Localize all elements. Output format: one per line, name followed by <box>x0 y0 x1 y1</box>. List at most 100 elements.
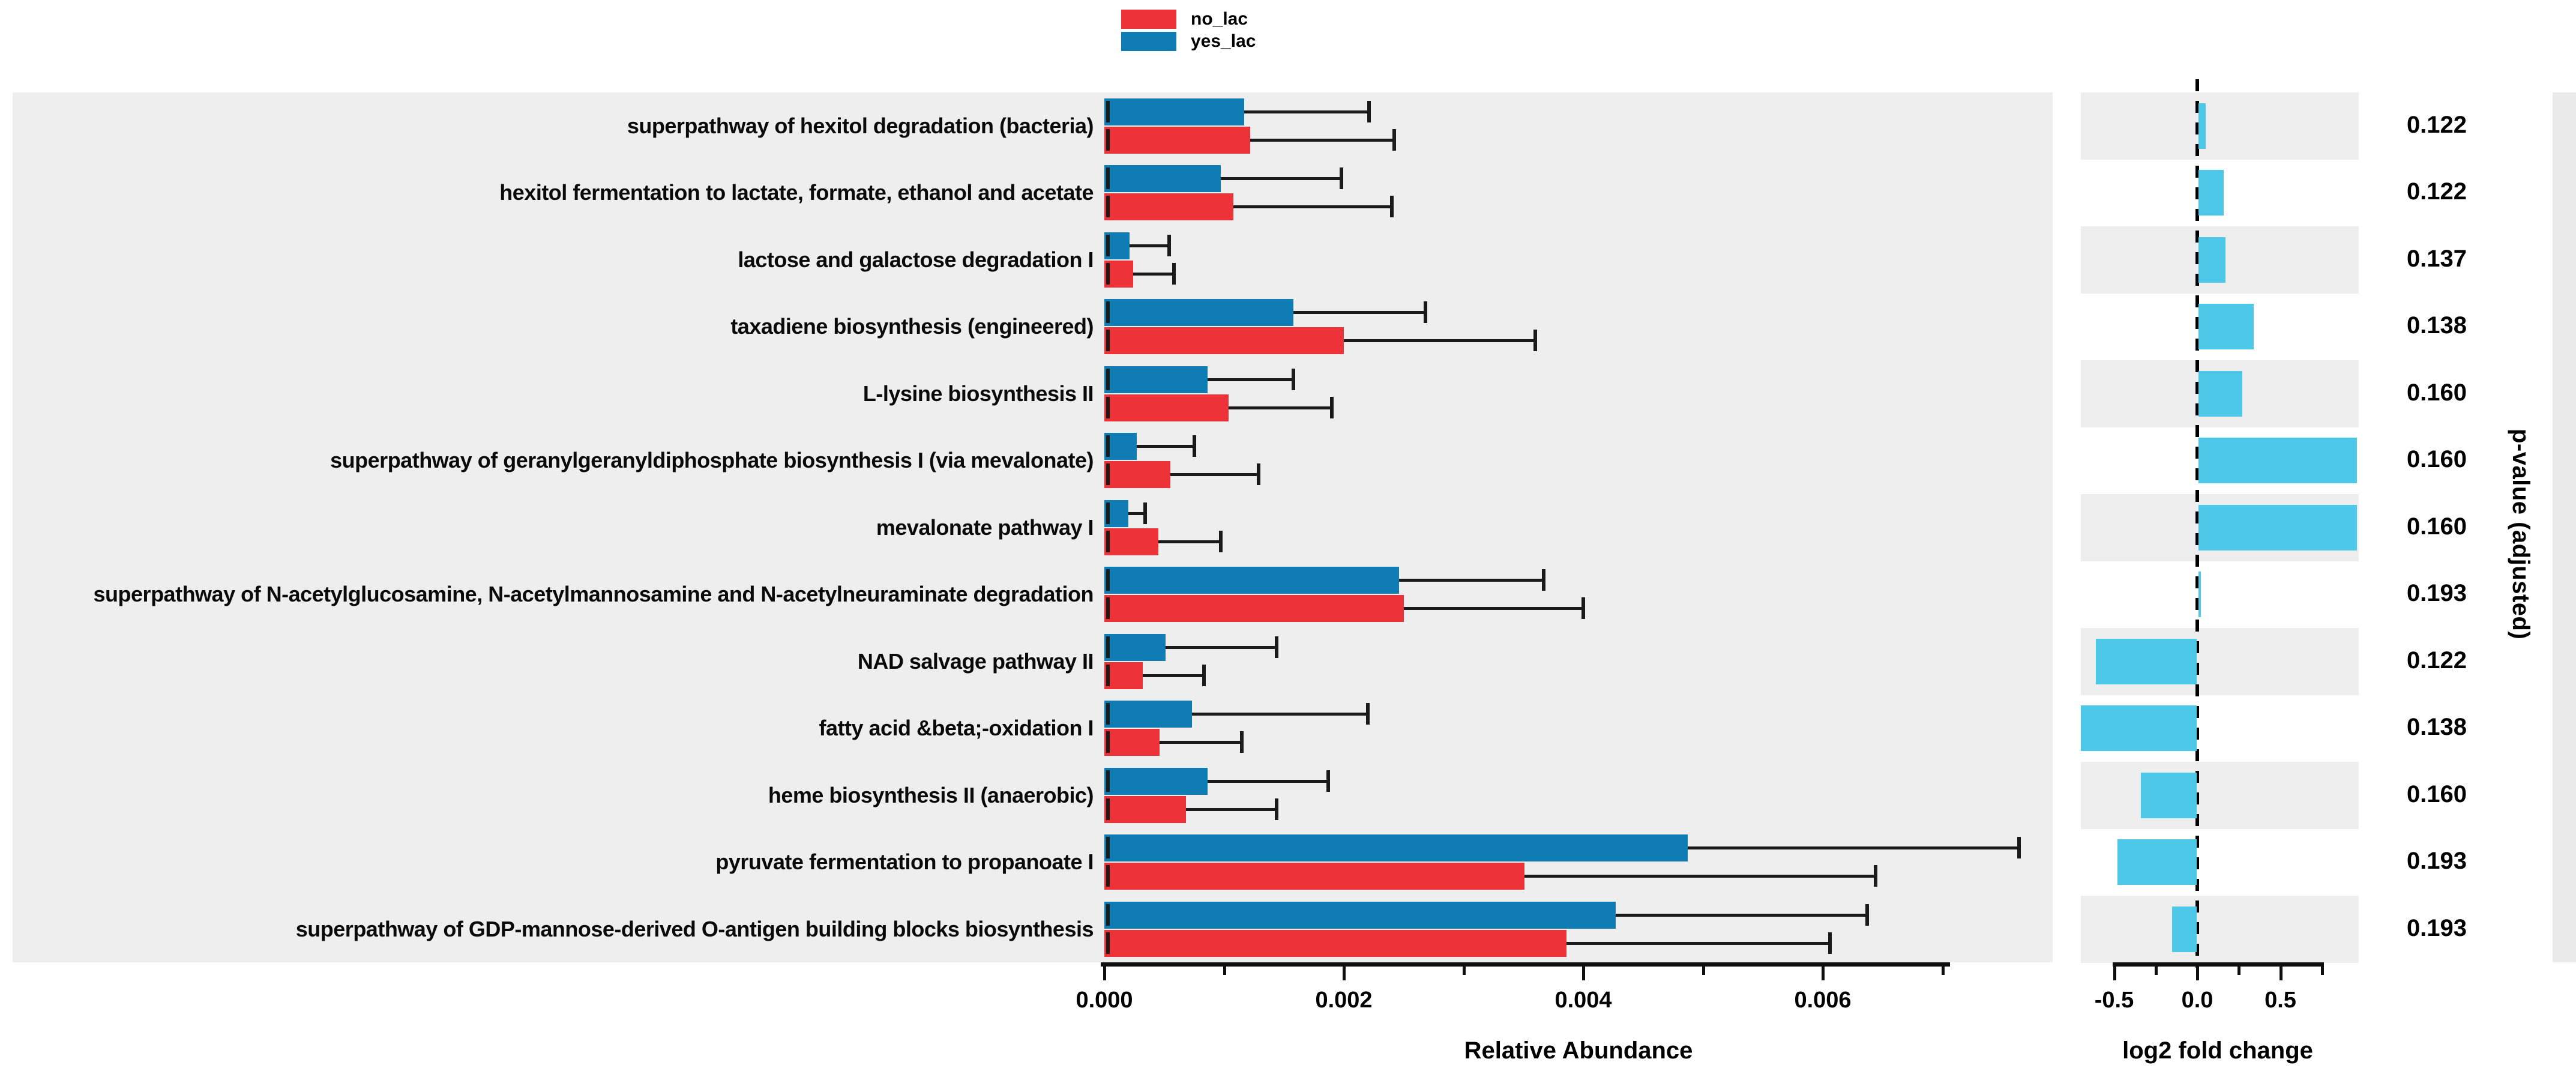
p-value: 0.138 <box>2406 312 2467 339</box>
fc-row-stripe <box>2081 92 2359 160</box>
error-whisker-no_lac <box>1233 205 1392 209</box>
legend-swatch-no_lac <box>1121 10 1176 29</box>
abundance-bar-no_lac <box>1104 461 1170 489</box>
fc-minor-tick <box>2154 962 2158 975</box>
fold-change-bar <box>2198 370 2242 417</box>
p-value: 0.160 <box>2406 780 2467 807</box>
fold-change-bar <box>2198 504 2357 551</box>
abundance-bar-no_lac <box>1104 327 1344 355</box>
abundance-major-tick <box>1103 962 1106 980</box>
abundance-minor-tick <box>1941 962 1945 975</box>
error-cap-upper-no_lac <box>1392 128 1396 151</box>
error-whisker-yes_lac <box>1208 378 1294 381</box>
error-cap-lower-no_lac <box>1106 463 1110 486</box>
error-cap-upper-yes_lac <box>1340 167 1343 190</box>
error-whisker-no_lac <box>1404 607 1583 611</box>
error-whisker-no_lac <box>1229 406 1332 409</box>
error-whisker-yes_lac <box>1293 311 1425 315</box>
abundance-major-tick <box>1582 962 1585 980</box>
fc-minor-tick <box>2237 962 2241 975</box>
abundance-bar-yes_lac <box>1104 834 1688 862</box>
pathway-label: taxadiene biosynthesis (engineered) <box>730 314 1094 339</box>
abundance-bar-no_lac <box>1104 662 1143 689</box>
error-cap-upper-yes_lac <box>1865 904 1869 926</box>
error-cap-lower-yes_lac <box>1106 167 1110 190</box>
fc-row-stripe <box>2081 896 2359 963</box>
abundance-bar-yes_lac <box>1104 701 1192 728</box>
p-value: 0.137 <box>2406 245 2467 272</box>
error-whisker-no_lac <box>1524 875 1876 878</box>
error-whisker-no_lac <box>1344 339 1536 343</box>
error-whisker-yes_lac <box>1166 645 1277 649</box>
p-value: 0.122 <box>2406 111 2467 138</box>
abundance-bar-yes_lac <box>1104 633 1166 661</box>
abundance-bar-no_lac <box>1104 126 1250 154</box>
fc-major-tick <box>2196 962 2199 980</box>
error-cap-upper-yes_lac <box>1292 368 1296 390</box>
abundance-bar-no_lac <box>1104 394 1229 421</box>
pathway-label: mevalonate pathway I <box>876 514 1094 540</box>
right-strip <box>2553 92 2576 962</box>
zero-line <box>2195 79 2199 968</box>
error-cap-upper-yes_lac <box>1143 502 1147 524</box>
fc-tick-label: 0.0 <box>2181 988 2213 1013</box>
error-cap-upper-yes_lac <box>1167 234 1171 256</box>
legend-label-yes_lac: yes_lac <box>1191 31 1256 51</box>
abundance-bar-no_lac <box>1104 863 1524 890</box>
fold-change-bar <box>2198 103 2206 149</box>
error-cap-lower-yes_lac <box>1106 636 1110 658</box>
error-cap-upper-no_lac <box>1218 530 1223 552</box>
error-cap-upper-no_lac <box>1240 731 1244 753</box>
p-value: 0.122 <box>2406 647 2467 674</box>
error-cap-upper-no_lac <box>1330 396 1334 418</box>
error-cap-lower-no_lac <box>1106 128 1110 151</box>
error-whisker-yes_lac <box>1616 913 1867 917</box>
pathway-label: heme biosynthesis II (anaerobic) <box>768 782 1094 807</box>
error-whisker-no_lac <box>1170 473 1259 477</box>
error-whisker-yes_lac <box>1192 713 1368 716</box>
error-cap-upper-no_lac <box>1202 664 1206 686</box>
abundance-bar-no_lac <box>1104 193 1233 221</box>
error-whisker-yes_lac <box>1130 244 1169 247</box>
error-whisker-yes_lac <box>1128 511 1145 515</box>
fc-tick-label: -0.5 <box>2094 988 2134 1013</box>
abundance-bar-no_lac <box>1104 929 1566 957</box>
abundance-minor-tick <box>1702 962 1705 975</box>
abundance-bar-yes_lac <box>1104 98 1244 125</box>
fc-major-tick <box>2279 962 2283 980</box>
error-whisker-no_lac <box>1143 674 1204 677</box>
error-cap-upper-no_lac <box>1172 262 1176 285</box>
error-whisker-no_lac <box>1566 941 1830 945</box>
p-value: 0.138 <box>2406 714 2467 741</box>
error-cap-upper-yes_lac <box>2017 837 2021 859</box>
error-cap-upper-yes_lac <box>1326 770 1331 792</box>
error-cap-lower-no_lac <box>1106 865 1110 887</box>
error-cap-lower-no_lac <box>1106 731 1110 753</box>
pathway-label: lactose and galactose degradation I <box>738 247 1094 272</box>
abundance-panel <box>13 92 2053 962</box>
abundance-tick-label: 0.006 <box>1794 988 1852 1013</box>
error-cap-lower-yes_lac <box>1106 569 1110 591</box>
fold-change-bar <box>2140 772 2197 818</box>
error-cap-lower-yes_lac <box>1106 100 1110 122</box>
error-whisker-no_lac <box>1160 741 1242 744</box>
fold-change-bar <box>2117 839 2197 885</box>
error-cap-lower-no_lac <box>1106 530 1110 552</box>
p-value: 0.160 <box>2406 513 2467 540</box>
error-cap-lower-no_lac <box>1106 597 1110 620</box>
error-cap-lower-yes_lac <box>1106 435 1110 457</box>
fold-change-bar <box>2198 304 2254 350</box>
error-whisker-yes_lac <box>1244 110 1369 113</box>
error-cap-upper-no_lac <box>1257 463 1261 486</box>
error-cap-lower-yes_lac <box>1106 301 1110 324</box>
abundance-tick-label: 0.000 <box>1076 988 1133 1013</box>
error-cap-lower-no_lac <box>1106 330 1110 352</box>
error-cap-upper-no_lac <box>1275 798 1279 820</box>
abundance-major-tick <box>1822 962 1825 980</box>
fc-row-stripe <box>2081 561 2359 628</box>
pathway-label: superpathway of geranylgeranyldiphosphat… <box>330 448 1094 473</box>
error-cap-lower-yes_lac <box>1106 770 1110 792</box>
abundance-axis-title: Relative Abundance <box>1464 1037 1693 1064</box>
abundance-bar-yes_lac <box>1104 567 1399 594</box>
abundance-major-tick <box>1343 962 1346 980</box>
